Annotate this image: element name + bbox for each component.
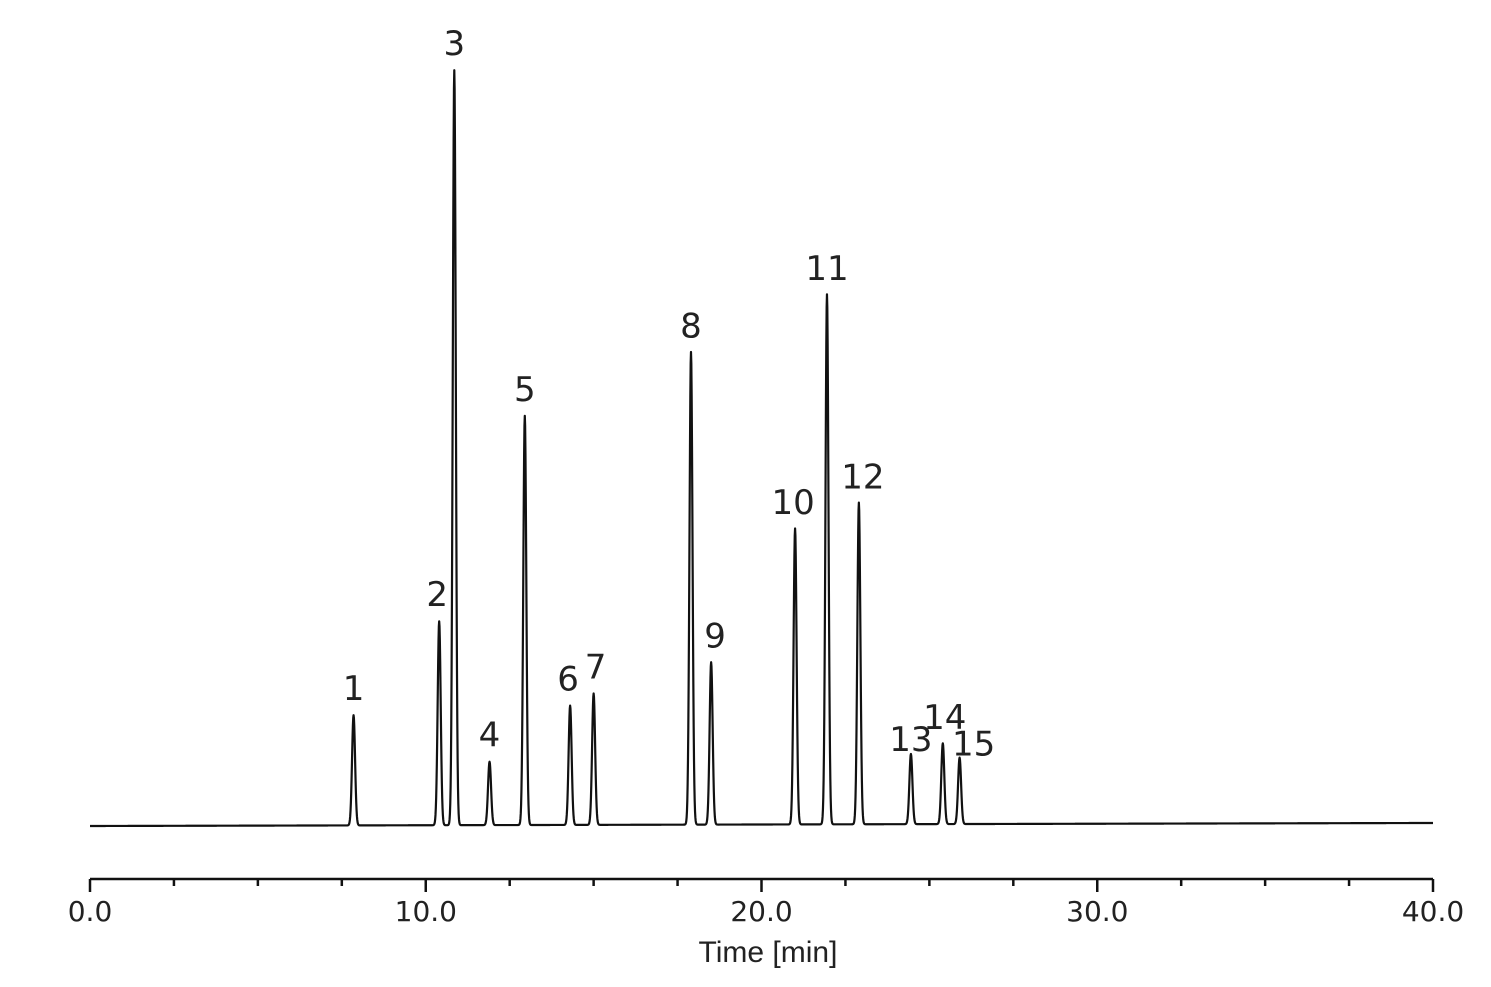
peak-label-9: 9	[704, 617, 726, 657]
peak-label-11: 11	[805, 249, 848, 289]
peak-label-6: 6	[557, 660, 579, 700]
x-tick-label: 30.0	[1066, 895, 1128, 928]
peak-label-7: 7	[585, 648, 607, 688]
peak-label-1: 1	[343, 669, 365, 709]
peak-label-14: 14	[923, 698, 966, 738]
x-axis: 0.0 10.0 20.0 30.0 40.0	[68, 877, 1464, 928]
peak-label-8: 8	[680, 306, 702, 346]
peak-label-10: 10	[771, 483, 814, 523]
x-tick-label: 0.0	[68, 895, 113, 928]
x-axis-title: Time [min]	[699, 936, 838, 969]
peak-label-4: 4	[479, 716, 501, 756]
x-tick-label: 10.0	[395, 895, 457, 928]
signal-layer	[89, 69, 1434, 828]
peak-label-2: 2	[426, 575, 448, 615]
peak-label-3: 3	[443, 24, 465, 64]
peak-label-15: 15	[952, 725, 995, 765]
peak-label-5: 5	[514, 370, 536, 410]
x-tick-label: 40.0	[1402, 895, 1464, 928]
peak-label-12: 12	[841, 457, 884, 497]
peak-label-13: 13	[889, 720, 932, 760]
signal-trace	[89, 69, 1434, 828]
x-tick-label: 20.0	[730, 895, 792, 928]
